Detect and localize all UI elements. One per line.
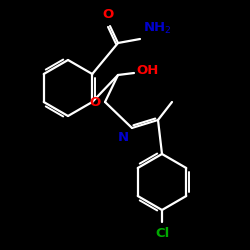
Text: O: O [102, 8, 114, 21]
Text: Cl: Cl [155, 227, 169, 240]
Text: OH: OH [136, 64, 158, 78]
Text: O: O [90, 96, 101, 108]
Text: N: N [118, 131, 129, 144]
Text: NH$_2$: NH$_2$ [143, 21, 172, 36]
